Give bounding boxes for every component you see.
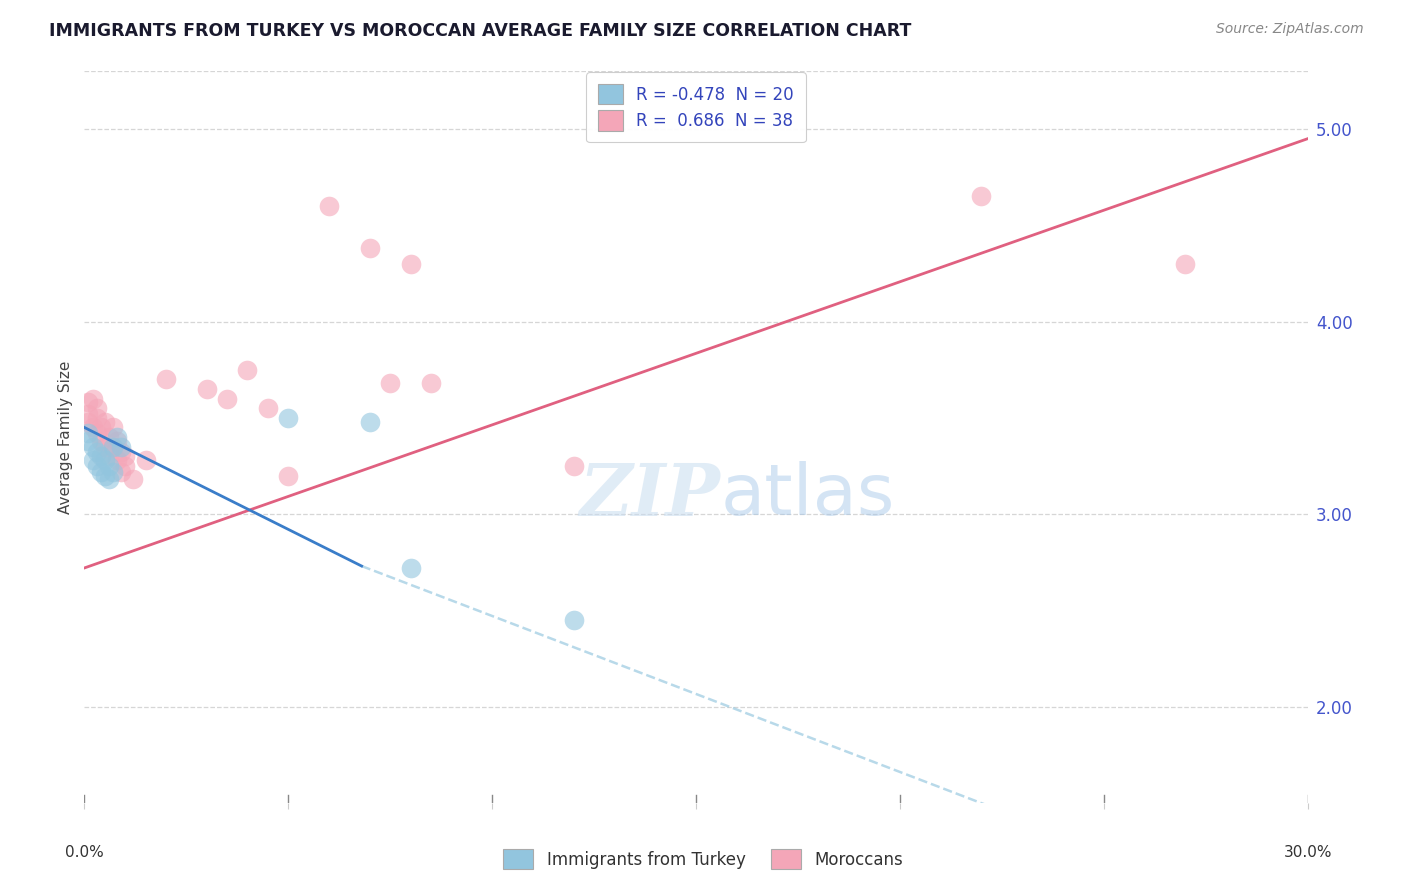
Point [86,426,108,441]
Point [318,199,340,213]
Text: ZIP: ZIP [579,460,720,531]
Point [420,376,443,391]
Legend: R = -0.478  N = 20, R =  0.686  N = 38: R = -0.478 N = 20, R = 0.686 N = 38 [586,72,806,142]
Point [105,453,128,467]
Point [86,401,108,416]
Point [277,468,299,483]
Point [77,426,100,441]
Point [562,458,585,473]
Point [90,450,112,464]
Point [359,415,381,429]
Y-axis label: Average Family Size: Average Family Size [58,360,73,514]
Point [90,434,112,448]
Point [1174,257,1197,271]
Point [101,440,124,454]
Point [122,472,145,486]
Point [101,420,124,434]
Point [97,430,120,444]
Text: 30.0%: 30.0% [1284,845,1331,860]
Point [110,445,132,459]
Text: 0.0%: 0.0% [65,845,104,860]
Point [110,440,132,454]
Point [90,465,112,479]
Point [114,450,136,464]
Point [399,257,422,271]
Point [93,440,117,454]
Point [82,392,104,406]
Point [77,407,100,421]
Point [359,242,381,256]
Point [86,445,108,459]
Point [90,420,112,434]
Point [82,453,104,467]
Point [380,376,402,391]
Point [86,458,108,473]
Point [82,440,104,454]
Point [101,440,124,454]
Point [399,561,422,575]
Point [101,465,124,479]
Point [97,472,120,486]
Point [135,453,157,467]
Point [97,450,120,464]
Point [257,401,280,416]
Point [77,415,100,429]
Point [77,395,100,409]
Point [970,189,993,203]
Point [155,372,177,386]
Legend: Immigrants from Turkey, Moroccans: Immigrants from Turkey, Moroccans [494,838,912,880]
Point [114,458,136,473]
Point [195,382,218,396]
Point [93,468,117,483]
Point [86,410,108,425]
Point [110,465,132,479]
Text: IMMIGRANTS FROM TURKEY VS MOROCCAN AVERAGE FAMILY SIZE CORRELATION CHART: IMMIGRANTS FROM TURKEY VS MOROCCAN AVERA… [49,22,911,40]
Text: atlas: atlas [720,461,894,530]
Point [77,434,100,448]
Point [97,458,120,473]
Point [217,392,239,406]
Point [93,415,117,429]
Point [82,420,104,434]
Point [277,410,299,425]
Point [105,430,128,444]
Point [93,453,117,467]
Point [105,434,128,448]
Point [562,613,585,627]
Point [236,362,259,376]
Text: Source: ZipAtlas.com: Source: ZipAtlas.com [1216,22,1364,37]
